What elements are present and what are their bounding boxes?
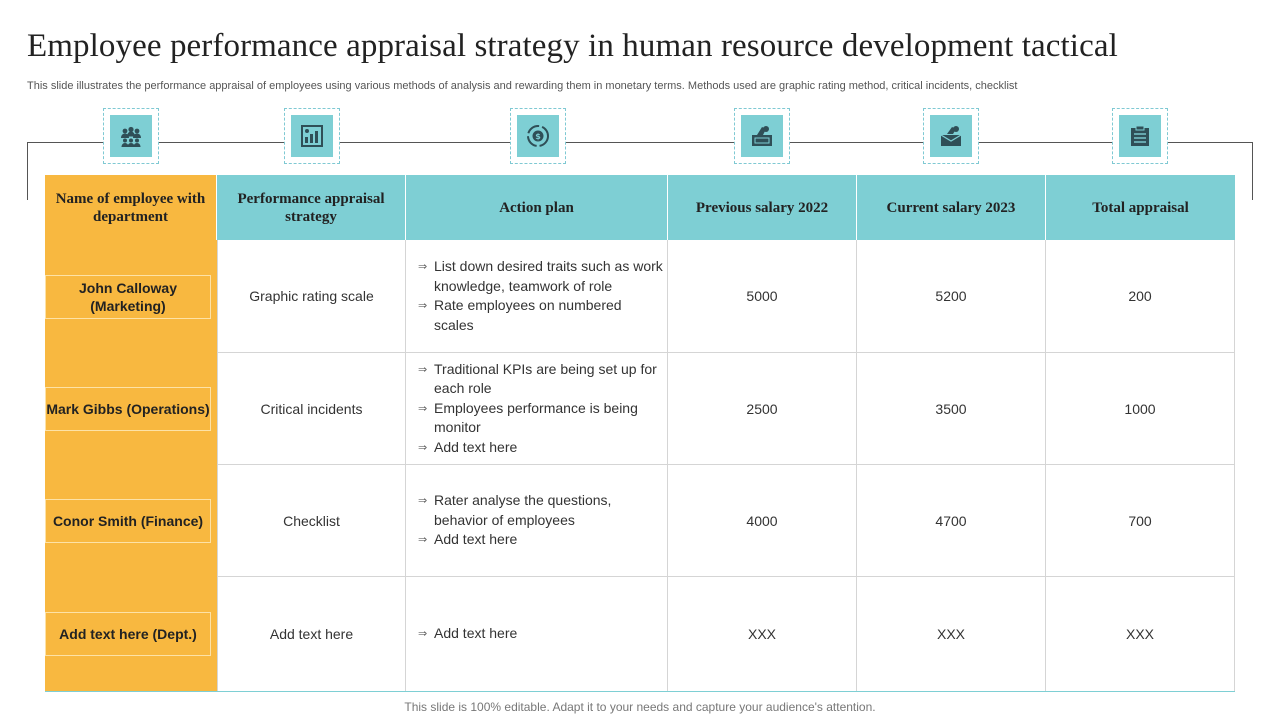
icon-box-money-envelope — [923, 108, 979, 164]
action-plan-cell: Traditional KPIs are being set up for ea… — [406, 353, 668, 465]
action-item: Traditional KPIs are being set up for ea… — [418, 360, 664, 399]
employee-name: Mark Gibbs (Operations) — [45, 387, 211, 431]
action-item: Employees performance is being monitor — [418, 399, 664, 438]
table-row-name-cell: Mark Gibbs (Operations) — [45, 353, 217, 465]
page-title: Employee performance appraisal strategy … — [27, 28, 1118, 64]
icon-box-money-cycle: $ — [510, 108, 566, 164]
previous-salary-cell: XXX — [668, 577, 857, 691]
previous-salary-cell: 5000 — [668, 240, 857, 353]
appraisal-table: Name of employee with department Perform… — [45, 175, 1235, 692]
action-plan-cell: Rater analyse the questions, behavior of… — [406, 465, 668, 577]
employee-name: Add text here (Dept.) — [45, 612, 211, 656]
table-row-name-cell: John Calloway (Marketing) — [45, 240, 217, 353]
icon-box-checklist — [1112, 108, 1168, 164]
action-item: Rate employees on numbered scales — [418, 296, 664, 335]
strategy-cell: Graphic rating scale — [217, 240, 406, 353]
table-row-name-cell: Conor Smith (Finance) — [45, 465, 217, 577]
action-item: List down desired traits such as work kn… — [418, 257, 664, 296]
money-hand-envelope-icon — [940, 126, 962, 146]
header-strategy: Performance appraisal strategy — [217, 175, 406, 240]
action-list: Rater analyse the questions, behavior of… — [418, 491, 664, 550]
svg-text:$: $ — [535, 132, 541, 141]
action-list: List down desired traits such as work kn… — [418, 257, 664, 335]
total-appraisal-cell: 700 — [1046, 465, 1235, 577]
page-subtitle: This slide illustrates the performance a… — [27, 80, 1018, 92]
header-current-salary: Current salary 2023 — [857, 175, 1046, 240]
strategy-cell: Checklist — [217, 465, 406, 577]
checklist-icon — [1131, 125, 1149, 146]
icon-box-report — [284, 108, 340, 164]
current-salary-cell: 5200 — [857, 240, 1046, 353]
action-plan-cell: Add text here — [406, 577, 668, 691]
header-action: Action plan — [406, 175, 668, 240]
action-list: Add text here — [418, 624, 664, 644]
icon-box-team — [103, 108, 159, 164]
action-item: Rater analyse the questions, behavior of… — [418, 491, 664, 530]
table-row-name-cell: Add text here (Dept.) — [45, 577, 217, 691]
previous-salary-cell: 2500 — [668, 353, 857, 465]
action-item: Add text here — [418, 530, 664, 550]
previous-salary-cell: 4000 — [668, 465, 857, 577]
money-cycle-icon: $ — [527, 125, 549, 147]
total-appraisal-cell: XXX — [1046, 577, 1235, 691]
icon-box-money-hand — [734, 108, 790, 164]
action-plan-cell: List down desired traits such as work kn… — [406, 240, 668, 353]
current-salary-cell: XXX — [857, 577, 1046, 691]
total-appraisal-cell: 1000 — [1046, 353, 1235, 465]
icon-connector-line — [27, 142, 1253, 200]
chart-report-icon — [301, 125, 323, 147]
header-previous-salary: Previous salary 2022 — [668, 175, 857, 240]
strategy-cell: Critical incidents — [217, 353, 406, 465]
money-hand-icon — [752, 126, 772, 146]
employee-name: John Calloway (Marketing) — [45, 274, 211, 319]
footer-note: This slide is 100% editable. Adapt it to… — [404, 700, 876, 714]
action-item: Add text here — [418, 624, 664, 644]
header-name: Name of employee with department — [45, 175, 217, 240]
total-appraisal-cell: 200 — [1046, 240, 1235, 353]
current-salary-cell: 4700 — [857, 465, 1046, 577]
action-list: Traditional KPIs are being set up for ea… — [418, 360, 664, 458]
strategy-cell: Add text here — [217, 577, 406, 691]
current-salary-cell: 3500 — [857, 353, 1046, 465]
header-total-appraisal: Total appraisal — [1046, 175, 1235, 240]
action-item: Add text here — [418, 438, 664, 458]
team-icon — [121, 126, 141, 147]
employee-name: Conor Smith (Finance) — [45, 499, 211, 543]
